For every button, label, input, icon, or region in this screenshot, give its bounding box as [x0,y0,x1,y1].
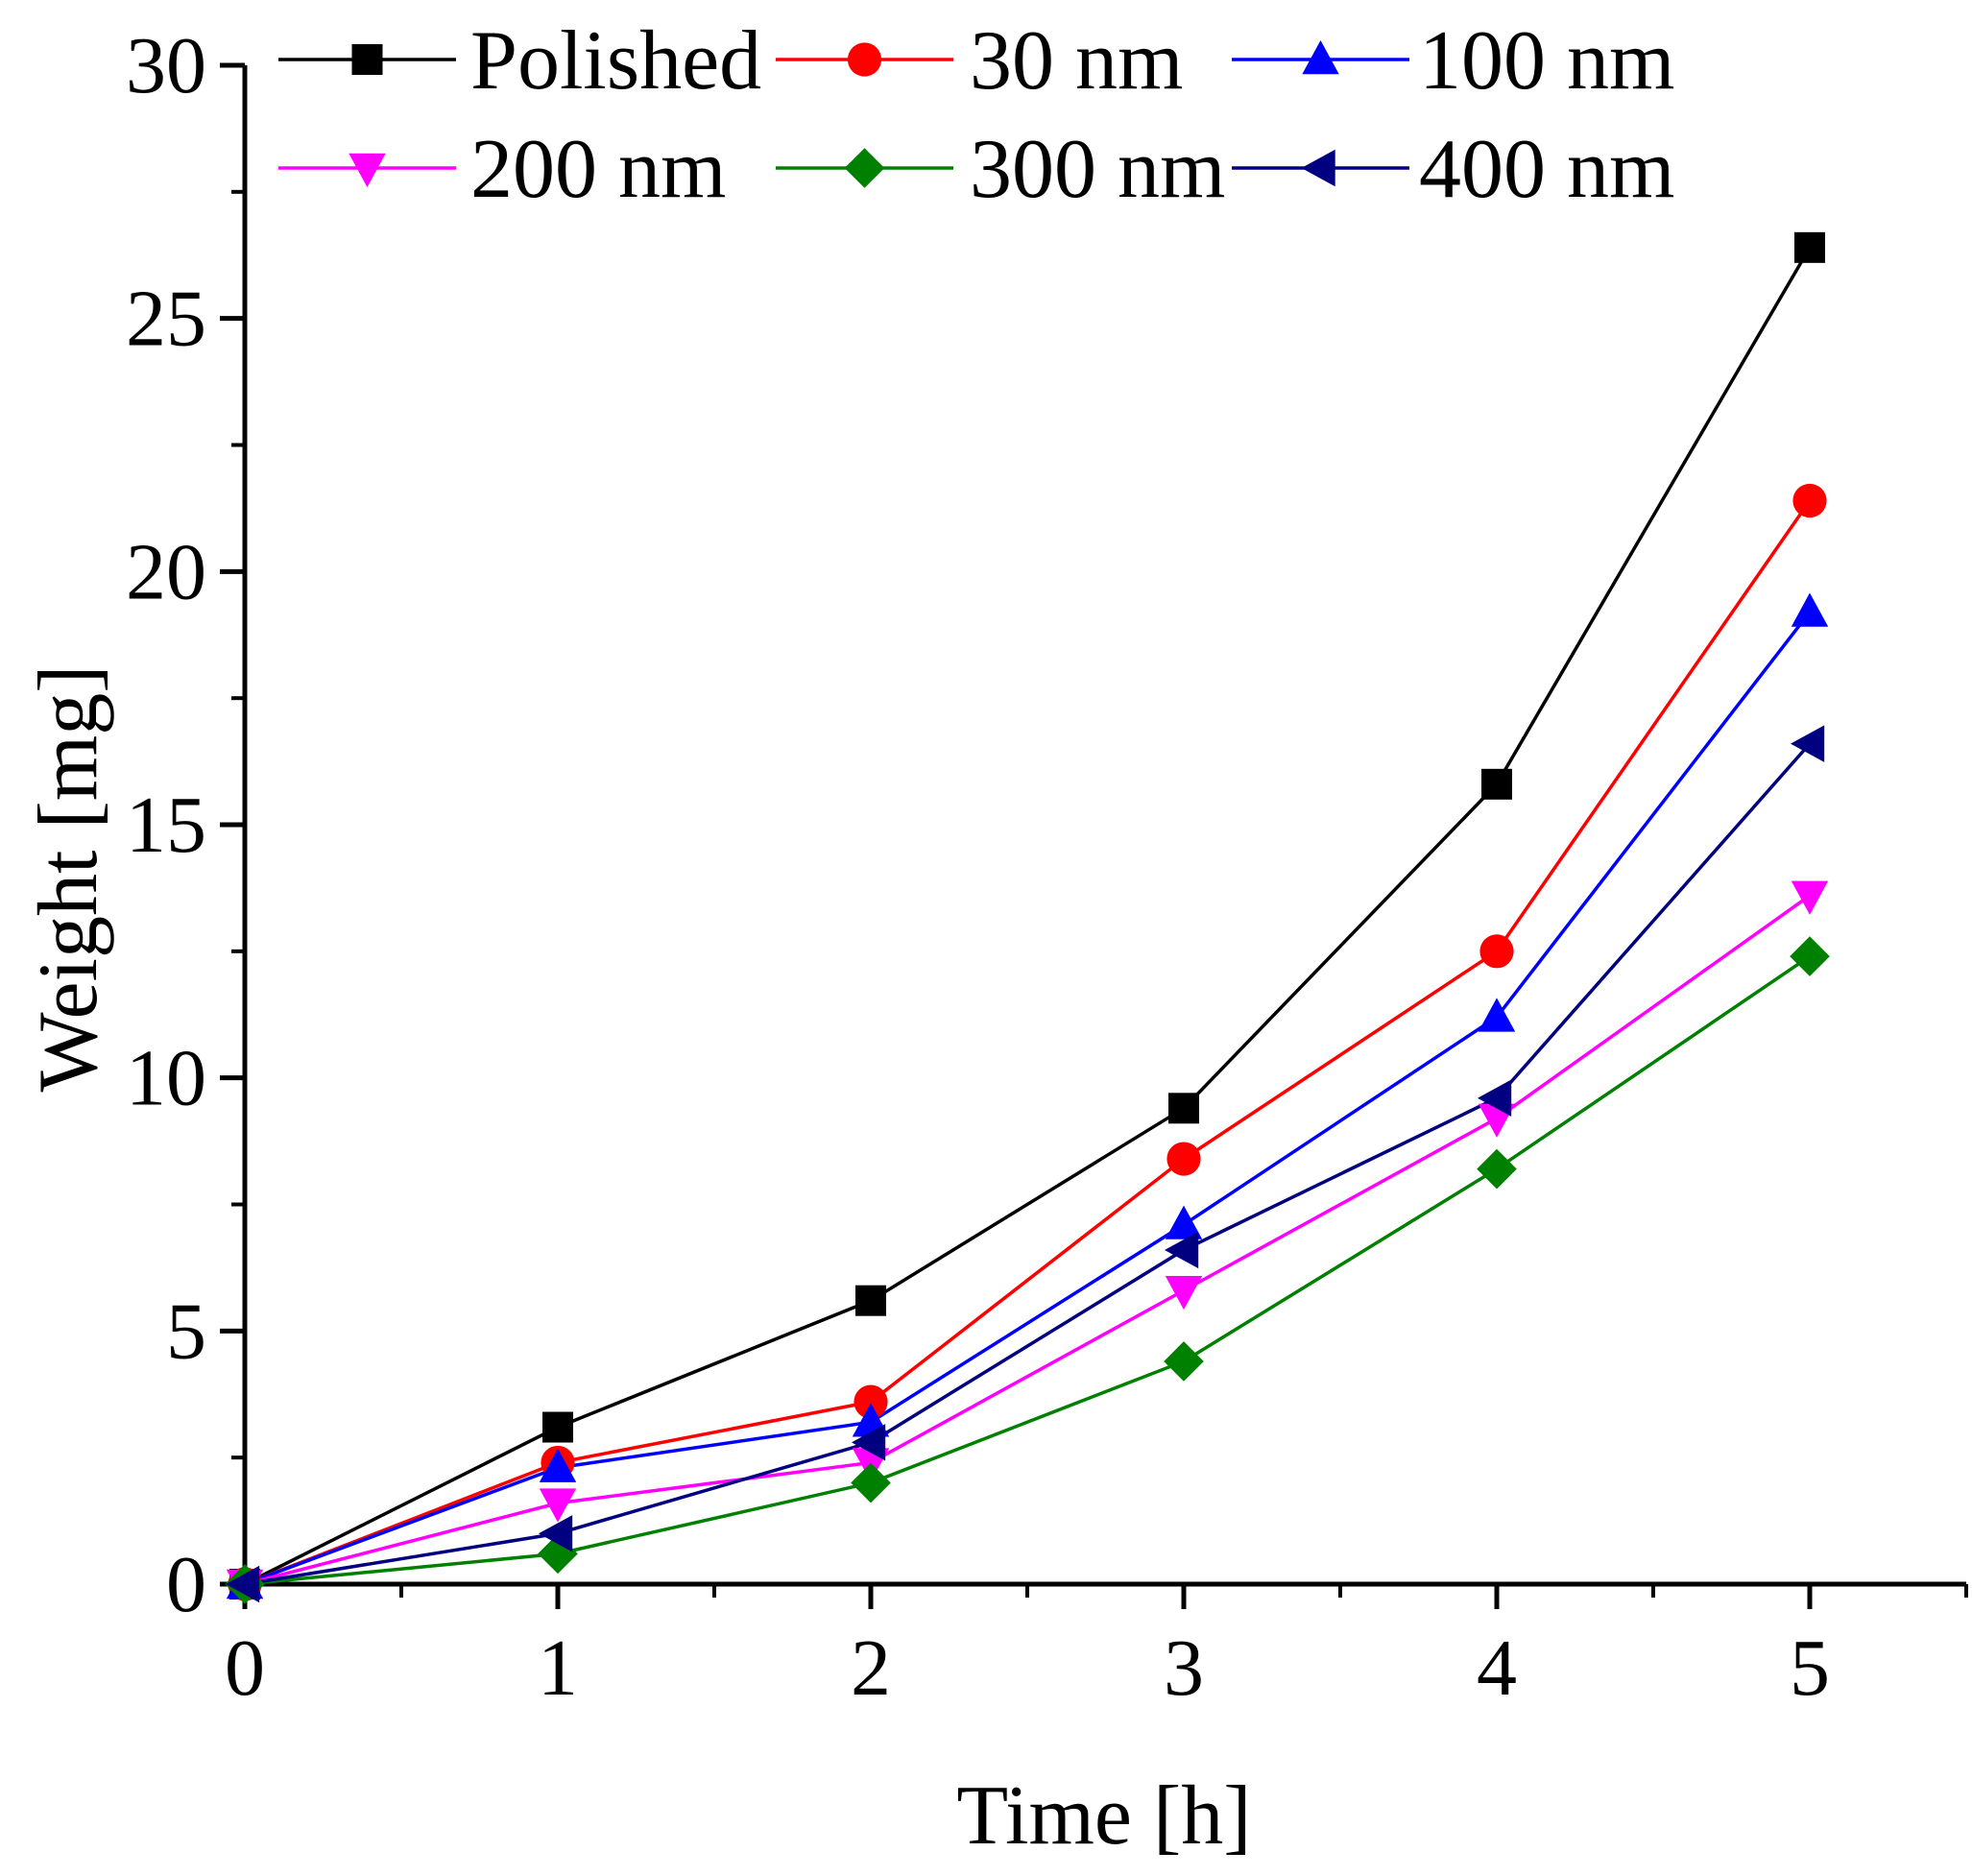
data-point-200-nm [539,1488,577,1523]
data-point-200-nm [1165,1275,1203,1311]
series-line-30-nm [244,499,1812,1586]
legend-label: 300 nm [970,123,1225,216]
legend-marker [847,42,882,77]
legend-item-400-nm: 400 nm [1232,123,1674,216]
data-point-100-nm [1165,1205,1203,1239]
series-markers-200-nm [226,880,1829,1603]
legend-item-300-nm: 300 nm [776,123,1225,216]
data-point-30-nm [854,1384,888,1419]
data-point-400-nm [226,1565,260,1603]
data-point-30-nm [1479,934,1514,969]
legend-label: Polished [470,14,761,108]
legend-item-30-nm: 30 nm [776,14,1183,108]
y-tick-label: 10 [126,1034,206,1123]
data-point-polished [1481,768,1512,800]
data-point-400-nm [1791,725,1825,762]
series-line-400-nm [244,742,1812,1586]
axes: 0 5 10 15 20 25 30 0 1 2 3 4 5 [126,21,1968,1713]
series-line-200-nm [244,894,1812,1586]
series-polished [244,246,1812,1586]
series-100-nm [244,611,1812,1586]
y-tick-label: 5 [166,1287,206,1376]
x-tick-label: 1 [538,1623,578,1713]
data-point-300-nm [1477,1148,1517,1190]
x-tick-label: 3 [1164,1623,1204,1713]
y-tick-label: 30 [126,21,206,110]
data-point-polished [542,1411,573,1443]
data-point-200-nm [1791,880,1829,915]
legend-item-100-nm: 100 nm [1232,14,1674,108]
y-tick-label: 15 [126,781,206,870]
data-point-polished [1794,231,1825,263]
data-point-400-nm [852,1424,886,1461]
x-tick-label: 4 [1477,1623,1517,1713]
x-tick-label: 5 [1790,1623,1830,1713]
legend-marker [351,44,383,75]
series-400-nm [244,742,1812,1586]
legend-label: 30 nm [970,14,1183,108]
series-markers-polished [229,231,1825,1599]
legend-marker [844,148,885,188]
legend-item-200-nm: 200 nm [278,123,726,216]
data-point-300-nm [1164,1341,1204,1382]
series-30-nm [244,499,1812,1586]
legend-marker [1301,149,1335,187]
legend-item-polished: Polished [278,14,761,108]
series-markers-100-nm [226,592,1829,1599]
data-point-30-nm [1792,483,1827,518]
x-tick-label: 2 [851,1623,891,1713]
data-point-100-nm [539,1448,577,1482]
series-300-nm [244,954,1811,1586]
y-tick-label: 25 [126,275,206,364]
data-point-400-nm [1478,1079,1512,1117]
data-point-polished [1168,1093,1199,1124]
series-markers-30-nm [228,483,1827,1601]
data-point-100-nm [1478,998,1516,1032]
data-point-400-nm [1165,1231,1199,1269]
series-markers-400-nm [226,725,1825,1603]
data-point-400-nm [539,1515,573,1552]
y-axis-label: Weight [mg] [22,664,115,1092]
data-point-polished [855,1285,886,1316]
y-tick-label: 20 [126,527,206,616]
x-tick-label: 0 [225,1623,265,1713]
x-axis-label: Time [h] [956,1769,1251,1863]
series-markers-300-nm [225,936,1830,1604]
legend-marker [349,153,386,187]
plot-series [225,231,1830,1604]
legend-label: 200 nm [470,123,726,216]
legend-label: 400 nm [1419,123,1674,216]
series-line-300-nm [244,954,1811,1586]
y-tick-label: 0 [166,1540,206,1629]
data-point-300-nm [851,1462,891,1503]
legend-label: 100 nm [1419,14,1674,108]
series-200-nm [244,894,1812,1586]
legend: Polished 30 nm 100 nm 200 nm 300 nm 400 nm [278,14,1674,216]
legend-marker [1302,40,1339,75]
series-line-polished [244,246,1812,1586]
data-point-30-nm [1166,1142,1201,1176]
data-point-300-nm [1790,936,1830,976]
series-line-100-nm [244,611,1812,1586]
data-point-100-nm [1791,592,1829,627]
